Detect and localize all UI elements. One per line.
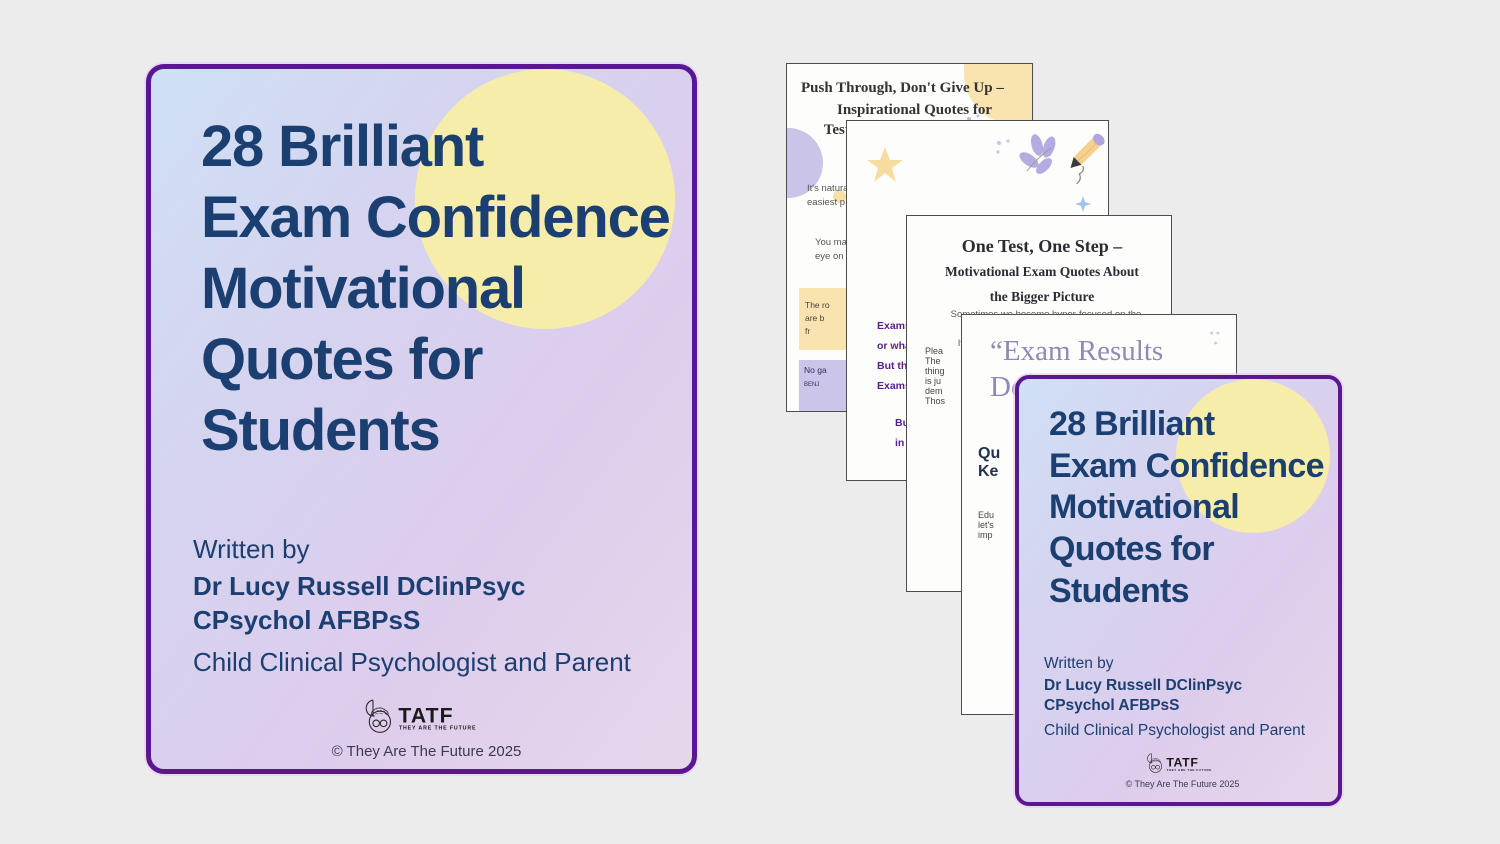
svg-text:THEY ARE THE FUTURE: THEY ARE THE FUTURE <box>1166 768 1211 772</box>
svg-text:THEY ARE THE FUTURE: THEY ARE THE FUTURE <box>398 726 475 732</box>
svg-text:TATF: TATF <box>398 704 453 727</box>
